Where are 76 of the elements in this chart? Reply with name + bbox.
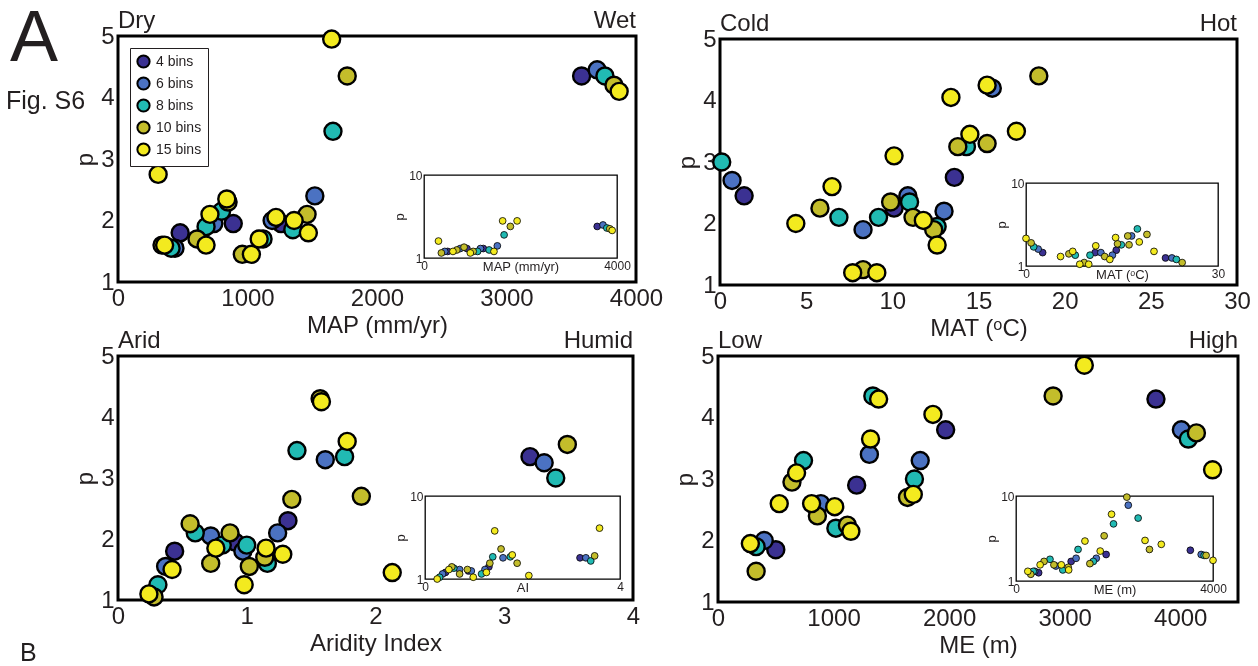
x-tick-label: 0 (421, 258, 429, 273)
x-tick-label: 30 (1211, 266, 1226, 281)
y-tick-label: 2 (101, 206, 115, 233)
text: Wet (593, 6, 637, 33)
caption: Fig. S6 (6, 86, 86, 114)
y-tick-label: 4 (703, 86, 717, 113)
y-tick-label: 5 (703, 24, 717, 52)
x-tick-label: 20 (1051, 286, 1079, 314)
text: Dry (118, 6, 156, 33)
y-tick-label: 2 (701, 526, 715, 553)
y-tick-label: 4 (701, 403, 715, 430)
x-tick-label: 4000 (609, 283, 664, 311)
x-tick-label: 1000 (807, 603, 861, 631)
y-tick-label: 10 (409, 168, 423, 183)
x-tick-label: 2000 (922, 603, 977, 631)
y-tick-label: 3 (101, 144, 115, 172)
y-tick-label: 3 (101, 463, 115, 491)
y-axis-title: p (671, 472, 699, 487)
x-tick-label: 10 (879, 286, 907, 314)
text: Humid (563, 326, 633, 353)
y-tick-label: 5 (101, 21, 115, 49)
y-tick-label: 5 (101, 341, 115, 369)
legend-label: 15 bins (156, 140, 202, 157)
x-tick-label: 2 (369, 601, 383, 629)
legend-label: 10 bins (156, 118, 202, 135)
x-tick-label: 0 (1013, 581, 1021, 596)
y-axis-title: p (392, 213, 408, 221)
text: A (10, 0, 59, 76)
x-tick-label: 4000 (604, 258, 632, 273)
y-tick-label: 10 (410, 489, 424, 504)
y-axis-title: p (71, 152, 99, 167)
y-axis-title: p (393, 534, 409, 542)
y-tick-label: 2 (703, 209, 717, 236)
x-tick-label: 30 (1224, 286, 1251, 314)
x-tick-label: 15 (965, 286, 993, 314)
legend-label: 4 bins (156, 52, 194, 69)
x-axis-title: ME (m) (939, 630, 1018, 658)
y-tick-label: 5 (701, 341, 715, 369)
x-axis-title: Aridity Index (309, 628, 443, 656)
x-axis-title: MAT (ᵒC) (930, 313, 1028, 341)
y-axis-title: p (71, 471, 99, 486)
y-tick-label: 4 (101, 402, 115, 430)
x-tick-label: 0 (1023, 266, 1031, 281)
x-tick-label: 4 (626, 601, 641, 629)
x-axis-title: ME (m) (1093, 581, 1137, 597)
x-tick-label: 4000 (1154, 603, 1208, 631)
text: B (20, 638, 37, 666)
x-tick-label: 3000 (1038, 603, 1092, 631)
x-tick-label: 25 (1137, 286, 1165, 314)
legend-label: 6 bins (156, 74, 194, 91)
x-tick-label: 1 (240, 601, 254, 629)
y-tick-label: 3 (701, 464, 715, 492)
legend-label: 8 bins (156, 96, 194, 113)
x-tick-label: 3 (498, 601, 512, 629)
y-tick-label: 4 (101, 83, 115, 110)
x-tick-label: 4 (617, 579, 625, 594)
x-tick-label: 1000 (221, 283, 275, 311)
x-tick-label: 5 (799, 286, 814, 314)
y-axis-title: p (994, 221, 1010, 229)
x-axis-title: AI (516, 579, 530, 595)
text: Low (718, 326, 763, 353)
y-axis-title: p (984, 535, 1000, 543)
x-axis-title: MAT (ᵒC) (1096, 266, 1149, 282)
y-tick-label: 10 (1011, 176, 1025, 191)
x-tick-label: 3000 (480, 283, 534, 311)
x-axis-title: MAP (mm/yr) (307, 310, 448, 338)
x-tick-label: 0 (422, 579, 430, 594)
text: Arid (118, 326, 161, 353)
x-tick-label: 4000 (1200, 581, 1228, 596)
y-tick-label: 2 (101, 524, 115, 552)
x-tick-label: 2000 (350, 283, 405, 311)
text: Cold (720, 9, 770, 36)
y-axis-title: p (673, 155, 701, 170)
text: Hot (1199, 9, 1238, 36)
text: High (1188, 326, 1238, 353)
x-axis-title: MAP (mm/yr) (482, 258, 560, 274)
